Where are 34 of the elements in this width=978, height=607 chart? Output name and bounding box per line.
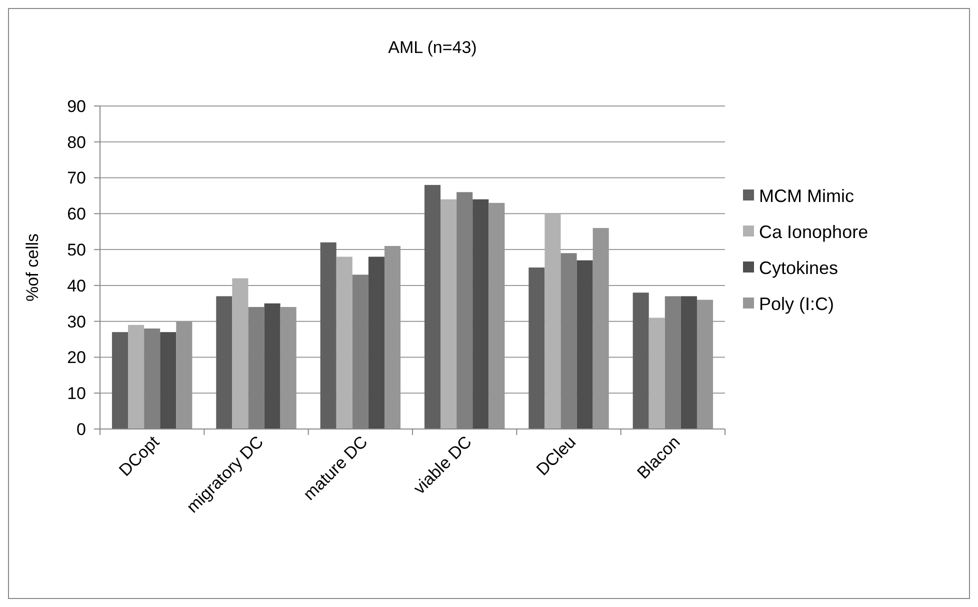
- y-tick-label: 60: [67, 204, 86, 224]
- bar: [424, 184, 441, 429]
- bar: [576, 260, 593, 429]
- bar: [112, 332, 128, 429]
- y-tick-label: 0: [76, 420, 86, 439]
- bar: [528, 268, 545, 429]
- legend-label: Ca Ionophore: [759, 222, 868, 242]
- bar: [368, 256, 384, 429]
- bar: [680, 296, 697, 429]
- bar: [440, 199, 457, 429]
- y-tick-label: 40: [67, 276, 86, 296]
- y-tick-label: 20: [67, 348, 86, 368]
- bar: [648, 318, 665, 429]
- bar: [216, 296, 232, 429]
- y-tick-label: 50: [67, 240, 86, 260]
- legend-label: MCM Mimic: [759, 186, 854, 206]
- y-tick-label: 90: [67, 96, 86, 116]
- legend-label: Cytokines: [759, 258, 838, 278]
- bar: [264, 303, 280, 429]
- legend-label: Poly (I:C): [759, 294, 834, 314]
- bar: [160, 332, 176, 429]
- bar: [472, 199, 489, 429]
- bar: [128, 324, 144, 429]
- bar: [336, 256, 352, 429]
- y-tick-label: 10: [67, 384, 86, 404]
- y-tick-label: 80: [67, 132, 86, 152]
- y-tick-label: 30: [67, 312, 86, 332]
- bar: [544, 214, 561, 429]
- bar: [320, 242, 336, 429]
- chart-title: AML (n=43): [388, 38, 477, 57]
- bar: [632, 292, 649, 429]
- y-tick-label: 70: [67, 168, 86, 188]
- bar: [232, 278, 248, 429]
- y-axis-title: %of cells: [23, 233, 42, 302]
